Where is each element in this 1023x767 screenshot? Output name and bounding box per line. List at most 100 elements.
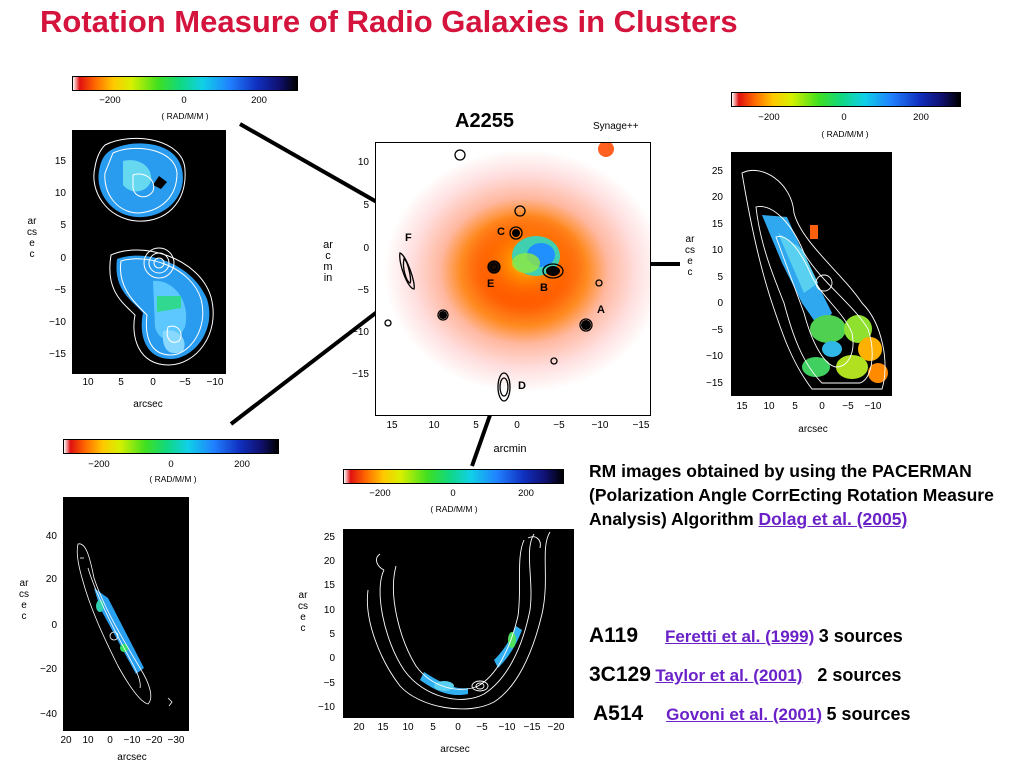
x-tick: 15: [377, 722, 389, 733]
x-tick: 5: [473, 420, 479, 431]
colorbar-tick: −200: [369, 488, 391, 499]
a2255-title: A2255: [455, 110, 514, 132]
slide-title: Rotation Measure of Radio Galaxies in Cl…: [40, 4, 738, 39]
colorbar: [731, 92, 961, 107]
x-tick: 10: [763, 401, 775, 412]
y-tick: 0: [51, 620, 57, 631]
x-axis-label: arcsec: [117, 752, 147, 763]
x-tick: −10: [498, 722, 516, 733]
y-tick: 15: [54, 156, 66, 167]
y-tick: −10: [318, 702, 335, 713]
y-tick: 0: [717, 298, 723, 309]
x-tick: 0: [455, 722, 461, 733]
x-axis-label: arcmin: [493, 443, 527, 455]
y-tick: 5: [717, 272, 723, 283]
x-tick: −5: [179, 377, 191, 388]
rm-map-top-right: [731, 152, 892, 396]
reference-link[interactable]: Taylor et al. (2001): [655, 666, 803, 685]
x-tick: −10: [591, 420, 609, 431]
source-label-f: F: [405, 232, 412, 244]
x-tick: −20: [547, 722, 565, 733]
y-tick: 5: [329, 629, 335, 640]
y-tick: −5: [357, 285, 369, 296]
x-tick: 10: [428, 420, 440, 431]
x-tick: −5: [842, 401, 854, 412]
y-axis-label: arcmin: [323, 239, 333, 284]
y-tick: −10: [352, 327, 369, 338]
x-tick: 15: [386, 420, 398, 431]
y-axis-label: arcsec: [27, 216, 37, 260]
x-axis-label: arcsec: [133, 399, 163, 410]
source-count: 3 sources: [818, 626, 903, 646]
rm-map-bottom-left: [63, 497, 189, 731]
colorbar-unit: ( RAD/M/M ): [149, 474, 197, 484]
x-tick: −10: [206, 377, 224, 388]
x-tick: 5: [118, 377, 124, 388]
cluster-name: A119: [589, 624, 639, 647]
reference-link[interactable]: Govoni et al. (2001): [666, 705, 822, 724]
colorbar-tick: 0: [168, 459, 174, 470]
colorbar-tick: 200: [518, 488, 534, 499]
colorbar-tick: 0: [841, 112, 847, 123]
colorbar-tick: 0: [181, 95, 187, 106]
y-tick: 10: [323, 605, 335, 616]
colorbar-tick: −200: [88, 459, 110, 470]
y-tick: 25: [323, 532, 335, 543]
source-row: A119 Feretti et al. (1999) 3 sources: [589, 624, 903, 648]
y-tick: 10: [54, 188, 66, 199]
colorbar-unit: ( RAD/M/M ): [821, 129, 869, 139]
y-tick: −40: [40, 709, 57, 720]
y-tick: −10: [706, 351, 723, 362]
y-tick: −5: [54, 285, 66, 296]
x-tick: 15: [736, 401, 748, 412]
source-label-b: B: [540, 282, 548, 294]
colorbar: [72, 76, 298, 91]
x-tick: 0: [819, 401, 825, 412]
reference-link[interactable]: Dolag et al. (2005): [758, 509, 908, 529]
method-description: RM images obtained by using the PACERMAN…: [589, 459, 1009, 531]
source-label-e: E: [487, 278, 495, 290]
y-tick: 0: [363, 243, 369, 254]
source-label-a: A: [597, 304, 605, 316]
y-axis-label: arcsec: [298, 590, 308, 634]
colorbar-unit: ( RAD/M/M ): [430, 504, 478, 514]
x-tick: 10: [402, 722, 414, 733]
y-axis-label: arcsec: [685, 234, 695, 278]
x-tick: 10: [82, 735, 94, 746]
description-text: RM images obtained by using the PACERMAN…: [589, 461, 994, 529]
colorbar-tick: 200: [251, 95, 267, 106]
x-tick: 10: [82, 377, 94, 388]
source-label-c: C: [497, 226, 505, 238]
reference-link[interactable]: Feretti et al. (1999): [664, 627, 815, 646]
software-label: Synage++: [593, 121, 639, 132]
y-tick: 0: [60, 253, 66, 264]
y-tick: 10: [357, 157, 369, 168]
x-axis-label: arcsec: [440, 744, 470, 755]
y-axis-label: arcsec: [19, 578, 29, 622]
y-tick: 20: [45, 574, 57, 585]
y-tick: 15: [711, 219, 723, 230]
a2255-xray-map: [375, 141, 664, 416]
x-tick: −15: [632, 420, 650, 431]
x-tick: −5: [553, 420, 565, 431]
source-row: 3C129 Taylor et al. (2001) 2 sources: [589, 663, 901, 687]
x-tick: 0: [107, 735, 113, 746]
x-tick: 20: [60, 735, 72, 746]
y-tick: 40: [45, 531, 57, 542]
rm-map-bottom-center: [343, 529, 574, 718]
x-tick: −10: [123, 735, 141, 746]
x-tick: −5: [476, 722, 488, 733]
y-tick: 15: [323, 580, 335, 591]
y-tick: −15: [706, 378, 723, 389]
source-label-d: D: [518, 380, 526, 392]
x-tick: −15: [523, 722, 541, 733]
colorbar: [63, 439, 279, 454]
y-tick: 5: [60, 220, 66, 231]
x-tick: 0: [150, 377, 156, 388]
colorbar-tick: 200: [234, 459, 250, 470]
y-tick: 0: [329, 653, 335, 664]
y-tick: −15: [352, 369, 369, 380]
colorbar-tick: −200: [99, 95, 121, 106]
y-tick: −5: [323, 678, 335, 689]
source-row: A514 Govoni et al. (2001) 5 sources: [593, 702, 911, 726]
